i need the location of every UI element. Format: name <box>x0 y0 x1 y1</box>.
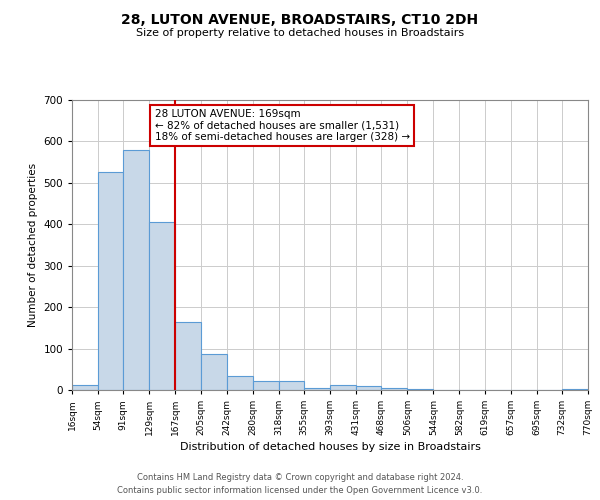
Bar <box>72 384 98 390</box>
Bar <box>330 384 356 390</box>
Bar <box>304 388 330 390</box>
Bar <box>149 222 175 390</box>
Text: Contains HM Land Registry data © Crown copyright and database right 2024.: Contains HM Land Registry data © Crown c… <box>137 472 463 482</box>
Text: Size of property relative to detached houses in Broadstairs: Size of property relative to detached ho… <box>136 28 464 38</box>
Bar <box>562 389 588 390</box>
Bar <box>175 322 202 390</box>
Bar <box>202 354 227 390</box>
Y-axis label: Number of detached properties: Number of detached properties <box>28 163 38 327</box>
Bar <box>124 150 149 390</box>
Bar <box>98 172 124 390</box>
Text: 28, LUTON AVENUE, BROADSTAIRS, CT10 2DH: 28, LUTON AVENUE, BROADSTAIRS, CT10 2DH <box>121 12 479 26</box>
Text: 28 LUTON AVENUE: 169sqm
← 82% of detached houses are smaller (1,531)
18% of semi: 28 LUTON AVENUE: 169sqm ← 82% of detache… <box>155 108 410 142</box>
Bar <box>253 381 278 390</box>
Bar <box>227 376 253 390</box>
Bar <box>356 386 382 390</box>
Bar <box>407 389 433 390</box>
Bar <box>278 381 304 390</box>
X-axis label: Distribution of detached houses by size in Broadstairs: Distribution of detached houses by size … <box>179 442 481 452</box>
Bar <box>382 388 407 390</box>
Text: Contains public sector information licensed under the Open Government Licence v3: Contains public sector information licen… <box>118 486 482 495</box>
